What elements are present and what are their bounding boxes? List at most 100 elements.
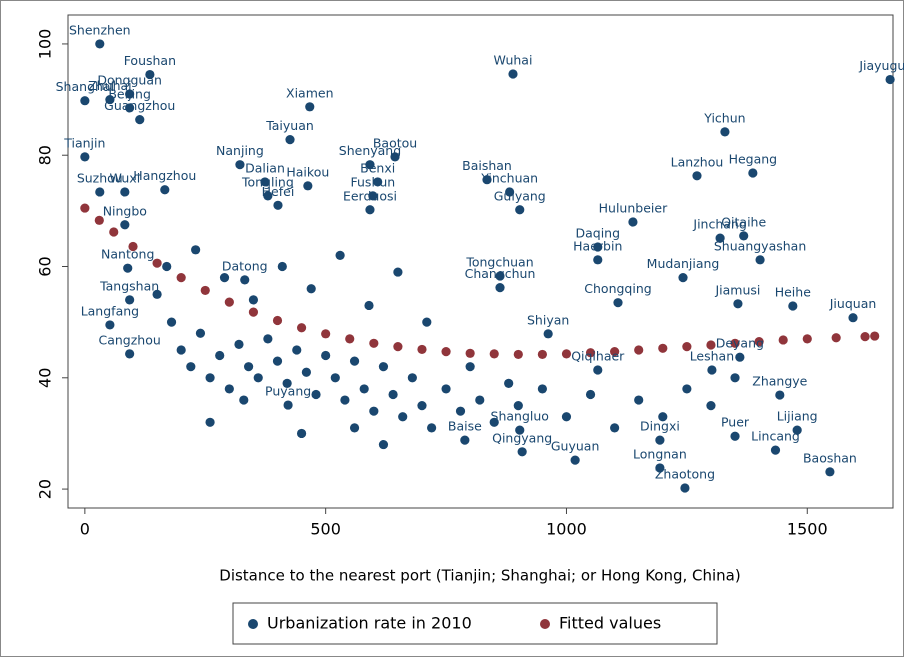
x-tick-label: 0: [80, 520, 90, 539]
point-label: Jiuquan: [829, 296, 877, 311]
point-label: Puer: [721, 415, 750, 430]
data-point: [305, 102, 315, 112]
point-label: Shiyan: [527, 312, 569, 327]
data-point: [166, 317, 177, 327]
data-point: [706, 340, 716, 350]
point-label: Baishan: [462, 158, 512, 173]
point-label: Tianjin: [63, 135, 105, 150]
data-point: [120, 187, 130, 197]
point-label: Jinchang: [692, 217, 746, 232]
data-point: [105, 320, 115, 330]
point-label: Shenzhen: [69, 22, 131, 37]
data-point: [80, 152, 90, 162]
point-label: Qitaihe: [721, 214, 766, 229]
plot-marks: Shenzhen Foushan ShanghaiDongguanZhuhaiBei…: [56, 22, 904, 493]
point-label: Haerbin: [573, 238, 622, 253]
data-point: [301, 367, 311, 377]
data-point: [205, 373, 215, 383]
data-point: [482, 175, 492, 185]
data-point: [658, 412, 668, 422]
point-label: Shanghai: [56, 79, 114, 94]
data-point: [364, 300, 374, 311]
y-tick-label: 40: [36, 368, 55, 388]
data-point: [215, 350, 225, 361]
y-tick-label: 20: [36, 479, 55, 499]
data-point: [515, 425, 525, 435]
data-point: [655, 463, 665, 473]
data-point: [152, 258, 162, 268]
data-point: [825, 467, 835, 477]
data-point: [359, 384, 369, 394]
point-label: Chongqing: [584, 281, 651, 296]
data-point: [128, 241, 138, 252]
data-point: [561, 349, 572, 359]
data-point: [135, 115, 145, 125]
data-point: [870, 331, 880, 341]
data-point: [655, 435, 665, 445]
data-point: [200, 285, 210, 296]
x-axis-title: Distance to the nearest port (Tianjin; S…: [219, 567, 740, 585]
y-tick-label: 100: [36, 29, 55, 60]
data-point: [191, 245, 201, 255]
data-point: [152, 289, 162, 299]
data-point: [593, 242, 603, 252]
data-point: [706, 401, 716, 411]
data-point: [95, 187, 105, 197]
data-point: [219, 273, 230, 283]
data-point: [162, 261, 172, 272]
data-point: [260, 177, 270, 187]
data-point: [570, 455, 580, 465]
data-point: [80, 203, 90, 213]
data-point: [234, 339, 244, 350]
data-point: [792, 425, 802, 435]
data-point: [475, 395, 485, 405]
point-label: Shangluo: [491, 409, 549, 424]
point-label: Puyang: [265, 384, 311, 399]
point-label: Xiamen: [286, 85, 334, 100]
data-point: [860, 332, 870, 342]
data-point: [335, 250, 345, 260]
point-label: Shenyang: [339, 143, 401, 158]
data-point: [682, 384, 692, 394]
data-point: [778, 335, 788, 345]
point-label: Zhaotong: [655, 466, 715, 481]
point-label: Hangzhou: [133, 168, 196, 183]
data-point: [330, 373, 340, 383]
point-label: Dalian: [245, 160, 285, 175]
data-point: [186, 362, 196, 372]
point-label: Lijiang: [777, 409, 818, 424]
point-label: Yichun: [703, 110, 745, 125]
data-point: [730, 431, 740, 441]
data-point: [224, 297, 234, 307]
data-point: [321, 350, 331, 361]
data-point: [235, 160, 245, 170]
data-point: [393, 342, 403, 352]
point-label: Guangzhou: [104, 98, 175, 113]
data-point: [273, 200, 283, 210]
data-point: [733, 299, 743, 309]
y-tick-label: 60: [36, 256, 55, 276]
data-point: [398, 412, 408, 422]
data-point: [537, 349, 547, 360]
point-label: Haikou: [286, 164, 329, 179]
data-point: [715, 233, 725, 243]
data-point: [125, 103, 135, 113]
data-point: [285, 135, 295, 145]
data-point: [80, 96, 90, 106]
data-point: [123, 263, 133, 273]
data-point: [441, 384, 451, 394]
data-point: [788, 301, 798, 311]
data-point: [248, 307, 259, 317]
data-point: [296, 428, 307, 439]
data-point: [680, 483, 690, 493]
y-tick-label: 80: [36, 145, 55, 165]
point-label: Foushan: [124, 53, 176, 68]
data-point: [739, 231, 749, 241]
point-label: Hulunbeier: [599, 200, 668, 215]
point-label: Shuangyashan: [714, 238, 806, 253]
data-point: [707, 365, 717, 375]
point-label: Hefei: [262, 184, 295, 199]
data-point: [283, 400, 293, 410]
data-point: [465, 362, 475, 372]
point-label: Tangshan: [99, 278, 159, 293]
